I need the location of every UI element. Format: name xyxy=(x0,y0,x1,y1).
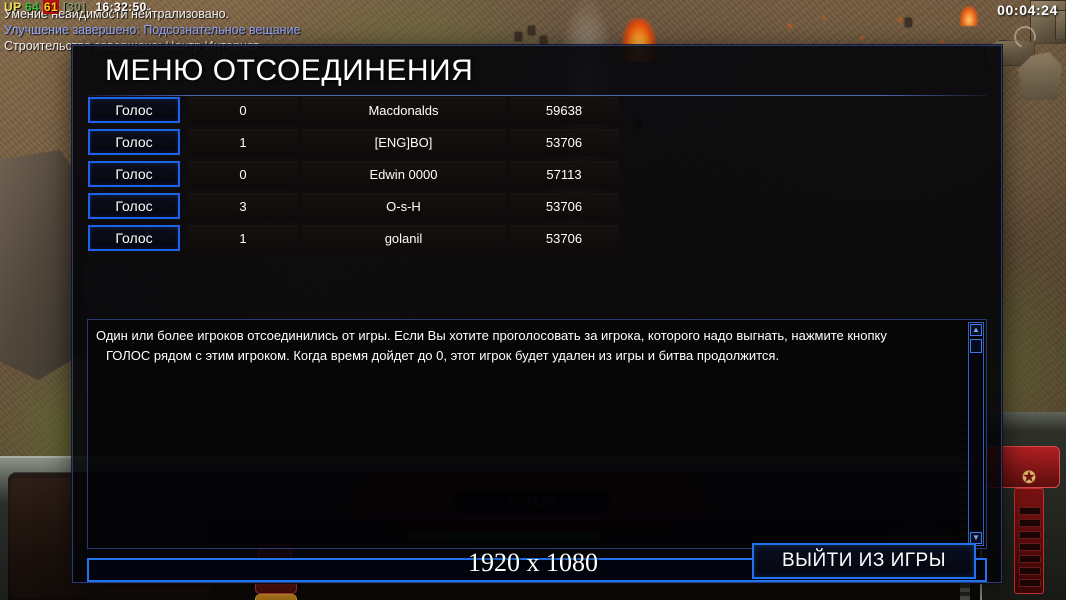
perf-value-fps: 64 xyxy=(25,0,40,14)
table-row: Голос 3 O-s-H 53706 xyxy=(88,190,988,222)
vote-button[interactable]: Голос xyxy=(88,193,180,219)
cell-player-name: Macdonalds xyxy=(301,96,506,124)
player-vote-table: Голос 0 Macdonalds 59638 Голос 1 [ENG]BO… xyxy=(88,94,988,254)
table-row: Голос 0 Macdonalds 59638 xyxy=(88,94,988,126)
table-row: Голос 1 [ENG]BO] 53706 xyxy=(88,126,988,158)
game-event-log: Умение невидимости нейтрализовано. Улучш… xyxy=(4,6,301,54)
cell-player-name: O-s-H xyxy=(301,192,506,220)
message-line-2: ГОЛОС рядом с этим игроком. Когда время … xyxy=(106,348,780,363)
message-panel: Один или более игроков отсоединились от … xyxy=(87,319,987,549)
table-row: Голос 0 Edwin 0000 57113 xyxy=(88,158,988,190)
perf-label-up: UP xyxy=(4,0,22,14)
message-scrollbar[interactable]: ▲ ▼ xyxy=(968,322,984,546)
cell-player-name: golanil xyxy=(301,224,506,252)
cell-vote-count: 0 xyxy=(188,160,298,188)
unit-marker xyxy=(905,18,912,27)
cell-player-id: 53706 xyxy=(509,192,619,220)
vote-button[interactable]: Голос xyxy=(88,161,180,187)
message-line-1: Один или более игроков отсоединились от … xyxy=(96,328,887,343)
cell-player-id: 59638 xyxy=(509,96,619,124)
performance-overlay: UP 64 61 [30] 16:32:50 xyxy=(4,0,147,14)
scrollbar-thumb[interactable] xyxy=(970,339,982,353)
cell-vote-count: 0 xyxy=(188,96,298,124)
dialog-title: МЕНЮ ОТСОЕДИНЕНИЯ xyxy=(105,54,474,87)
cell-player-id: 53706 xyxy=(509,224,619,252)
scroll-up-icon[interactable]: ▲ xyxy=(970,324,982,336)
cell-vote-count: 1 xyxy=(188,224,298,252)
log-line: Умение невидимости нейтрализовано. xyxy=(4,7,230,21)
perf-value-slots: [30] xyxy=(62,0,86,14)
disconnect-dialog: МЕНЮ ОТСОЕДИНЕНИЯ Голос 0 Macdonalds 596… xyxy=(72,45,1002,583)
vote-button[interactable]: Голос xyxy=(88,225,180,251)
exit-game-button[interactable]: ВЫЙТИ ИЗ ИГРЫ xyxy=(752,543,976,579)
title-divider xyxy=(89,95,987,96)
log-line: Улучшение завершено: Подсознательное вещ… xyxy=(4,23,301,37)
perf-value-ping: 61 xyxy=(42,0,60,14)
cell-vote-count: 3 xyxy=(188,192,298,220)
table-row: Голос 1 golanil 53706 xyxy=(88,222,988,254)
vote-button[interactable]: Голос xyxy=(88,97,180,123)
cell-player-name: Edwin 0000 xyxy=(301,160,506,188)
unit-marker xyxy=(528,26,535,35)
cell-player-id: 53706 xyxy=(509,128,619,156)
disconnect-message: Один или более игроков отсоединились от … xyxy=(96,326,962,366)
cell-vote-count: 1 xyxy=(188,128,298,156)
unit-marker xyxy=(540,36,547,45)
unit-marker xyxy=(515,32,522,41)
cell-player-id: 57113 xyxy=(509,160,619,188)
cell-player-name: [ENG]BO] xyxy=(301,128,506,156)
fire-effect-secondary xyxy=(960,6,978,26)
system-clock: 16:32:50 xyxy=(95,0,147,14)
vote-button[interactable]: Голос xyxy=(88,129,180,155)
mission-timer: 00:04:24 xyxy=(997,2,1058,18)
